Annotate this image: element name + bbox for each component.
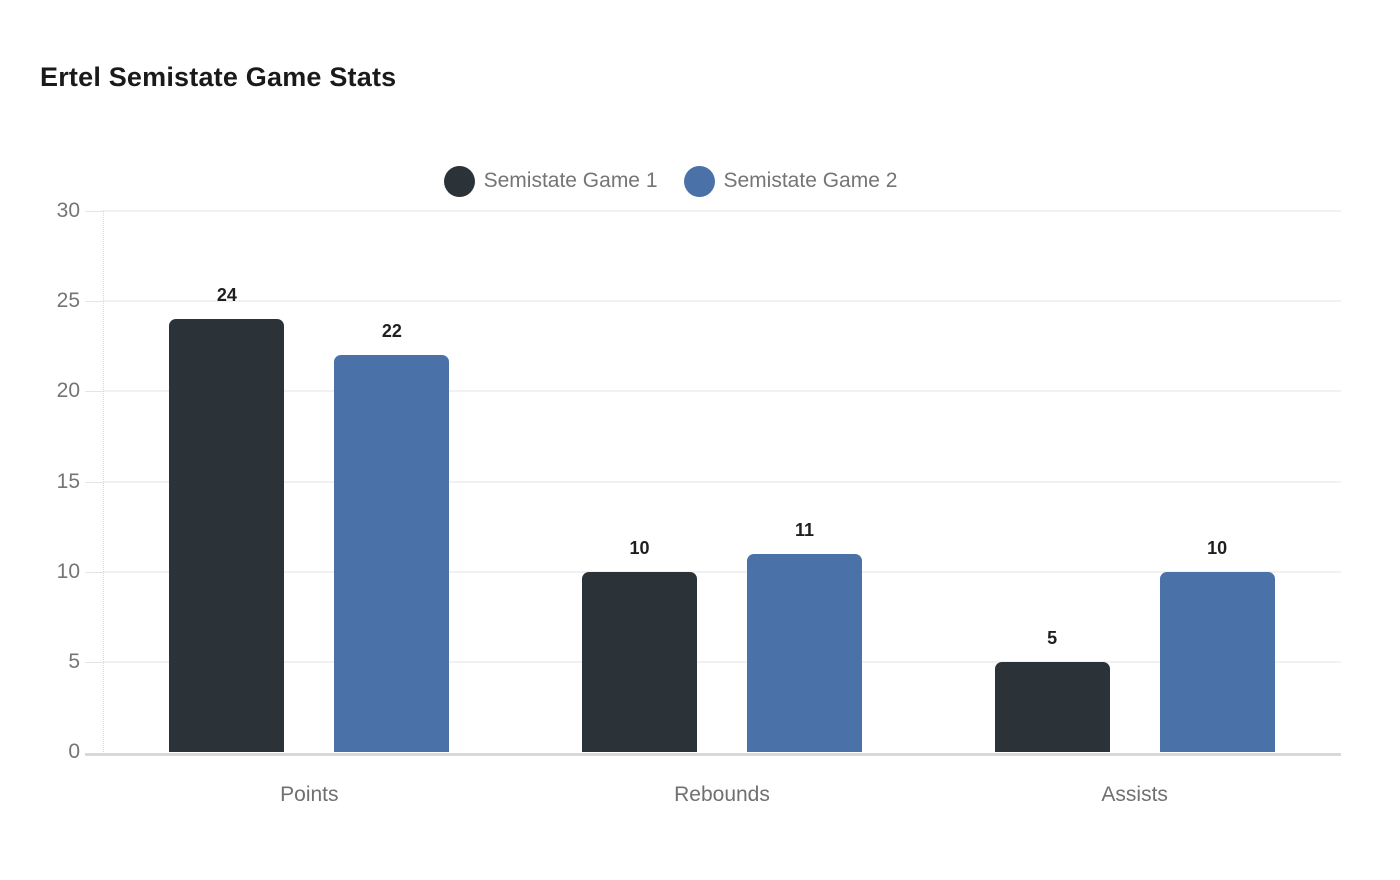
gridline	[103, 570, 1341, 573]
chart-title: Ertel Semistate Game Stats	[40, 62, 397, 92]
bar-assists-series2	[1159, 571, 1275, 752]
gridline	[103, 480, 1341, 483]
legend-swatch-circle-icon	[443, 165, 475, 197]
y-tick-label: 15	[56, 469, 80, 493]
bar-value-label: 11	[794, 519, 815, 540]
legend-label: Semistate Game 1	[483, 169, 658, 192]
gridline	[103, 300, 1341, 303]
y-tick-label: 25	[56, 289, 80, 313]
bar-value-label: 22	[381, 321, 402, 342]
bar-points-series1	[169, 319, 285, 752]
y-tick-label: 30	[56, 199, 80, 222]
y-tick-label: 20	[56, 379, 80, 403]
x-category-label-points: Points	[280, 783, 339, 806]
bar-rebounds-series1	[582, 571, 697, 752]
y-tick-label: 5	[68, 649, 80, 673]
legend-swatch-circle-icon	[683, 165, 715, 197]
y-axis-tick	[85, 391, 103, 393]
y-axis-tick	[85, 571, 103, 573]
bar-value-label: 10	[1207, 537, 1228, 558]
bar-rebounds-series2	[747, 553, 862, 752]
gridline	[103, 390, 1341, 393]
gridline	[103, 660, 1341, 663]
y-axis-tick	[85, 481, 103, 483]
x-axis-baseline	[85, 753, 1341, 756]
y-tick-label: 0	[68, 740, 80, 763]
y-axis-tick	[85, 661, 103, 663]
bar-value-label: 10	[629, 537, 650, 558]
bar-value-label: 5	[1047, 627, 1058, 648]
legend-item-2[interactable]: Semistate Game 2	[683, 165, 898, 197]
bar-assists-series1	[994, 661, 1110, 752]
bar-points-series2	[334, 355, 450, 752]
x-category-label-rebounds: Rebounds	[674, 783, 770, 806]
legend-label: Semistate Game 2	[723, 169, 898, 192]
x-category-label-assists: Assists	[1101, 783, 1168, 806]
y-axis-tick	[85, 301, 103, 303]
bar-value-label: 24	[216, 285, 237, 306]
gridline	[103, 210, 1341, 212]
legend-item-1[interactable]: Semistate Game 1	[443, 165, 658, 197]
y-tick-label: 10	[56, 559, 80, 583]
legend: Semistate Game 1 Semistate Game 2	[0, 160, 1341, 202]
y-axis-tick	[85, 211, 103, 212]
y-axis-line	[103, 211, 104, 752]
